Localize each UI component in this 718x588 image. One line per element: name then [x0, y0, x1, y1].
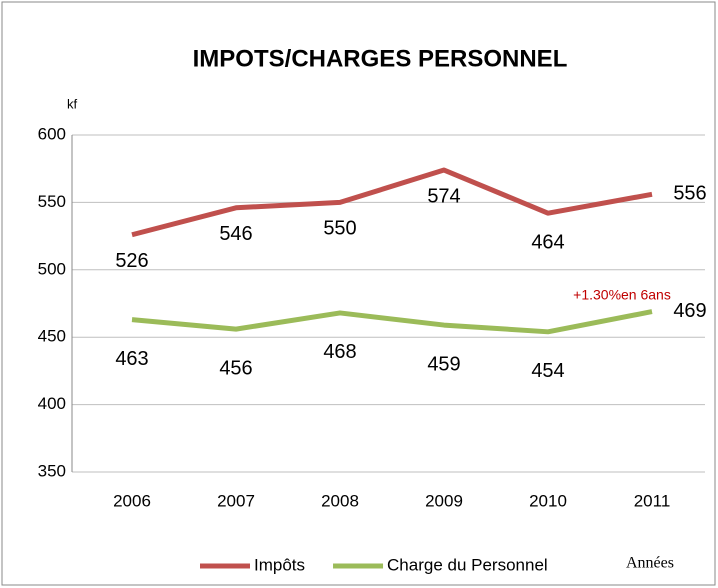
y-tick-label: 600	[38, 124, 66, 143]
data-label: 526	[115, 250, 148, 272]
data-label: 454	[531, 360, 564, 382]
data-label: 459	[427, 353, 460, 375]
data-label: 546	[219, 223, 252, 245]
y-tick-label: 500	[38, 259, 66, 278]
y-axis-label: kf	[67, 96, 78, 111]
x-tick-label: 2011	[634, 491, 671, 510]
x-tick-label: 2010	[529, 491, 567, 510]
data-label: 469	[673, 300, 706, 322]
x-tick-label: 2009	[425, 491, 463, 510]
legend-label: Charge du Personnel	[387, 555, 548, 574]
annotation: 464	[531, 231, 564, 253]
line	[131, 309, 653, 335]
y-tick-label: 450	[38, 327, 66, 346]
data-label: 456	[219, 357, 252, 379]
legend-label: Impôts	[254, 555, 305, 574]
x-axis-label: Années	[626, 555, 674, 572]
y-tick-label: 550	[38, 192, 66, 211]
data-label: 556	[673, 183, 706, 205]
chart-title: IMPOTS/CHARGES PERSONNEL	[193, 45, 568, 72]
data-label: 574	[427, 185, 460, 207]
line	[131, 167, 653, 238]
data-label: 468	[323, 341, 356, 363]
y-tick-label: 350	[38, 461, 66, 480]
data-label: 463	[115, 348, 148, 370]
x-tick-label: 2007	[217, 491, 255, 510]
y-tick-label: 400	[38, 394, 66, 413]
x-tick-label: 2006	[113, 491, 151, 510]
x-tick-label: 2008	[321, 491, 359, 510]
data-label: 550	[323, 218, 356, 240]
annotation: +1.30%en 6ans	[573, 287, 671, 303]
